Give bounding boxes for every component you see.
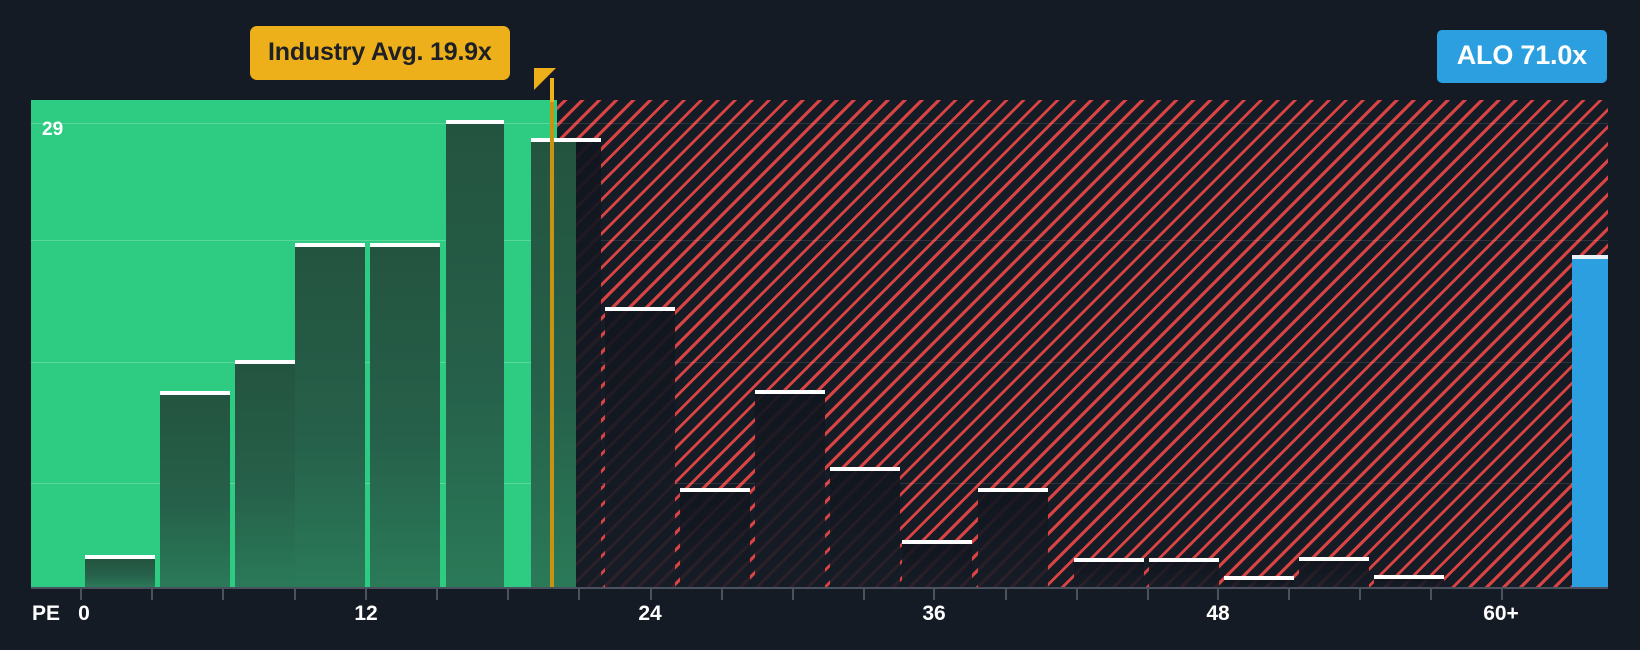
x-axis-tick — [1430, 589, 1432, 600]
x-axis-tick-label-12: 12 — [354, 602, 378, 625]
x-axis-tick — [80, 589, 82, 600]
bar-pe-39-42[interactable] — [978, 488, 1048, 587]
bar-pe-12-15[interactable] — [370, 243, 440, 587]
x-axis-line — [31, 587, 1608, 589]
plot-area — [31, 100, 1608, 587]
x-axis-tick — [650, 589, 652, 600]
bar-pe-60-plus-alo[interactable] — [1572, 255, 1608, 587]
bar-pe-21-24[interactable] — [576, 138, 601, 587]
bar-pe-3-6[interactable] — [160, 391, 230, 587]
bar-pe-54-57[interactable] — [1374, 575, 1444, 587]
x-axis-tick-label-60: 60+ — [1483, 602, 1519, 625]
x-axis-tick — [792, 589, 794, 600]
bar-pe-15-18[interactable] — [446, 120, 504, 587]
x-axis-prefix-label: PE — [32, 602, 61, 625]
x-axis-tick — [1005, 589, 1007, 600]
x-axis-tick — [578, 589, 580, 600]
x-axis-tick — [863, 589, 865, 600]
bar-pe-45-48[interactable] — [1149, 558, 1219, 587]
x-axis-tick — [1147, 589, 1149, 600]
bar-pe-30-33[interactable] — [755, 390, 825, 587]
x-axis-tick — [1288, 589, 1290, 600]
x-axis-tick-label-48: 48 — [1206, 602, 1230, 625]
company-pe-badge[interactable]: ALO 71.0x — [1436, 30, 1607, 83]
bar-pe-0-3[interactable] — [85, 555, 155, 587]
bar-pe-9-12[interactable] — [295, 243, 365, 587]
bar-pe-33-36[interactable] — [830, 467, 900, 587]
bar-pe-36-39[interactable] — [902, 540, 972, 587]
bar-pe-51-54[interactable] — [1299, 557, 1369, 587]
x-axis-tick-label-24: 24 — [638, 602, 662, 625]
industry-average-line — [550, 100, 554, 587]
industry-average-callout-tail — [534, 68, 556, 90]
bar-pe-24-27[interactable] — [605, 307, 675, 587]
x-axis-tick — [1217, 589, 1219, 600]
x-axis-tick — [1076, 589, 1078, 600]
x-axis-tick — [721, 589, 723, 600]
x-axis-tick-label-36: 36 — [922, 602, 946, 625]
industry-average-stem — [550, 78, 554, 102]
x-axis-tick — [933, 589, 935, 600]
x-axis-tick — [507, 589, 509, 600]
bar-pe-27-30[interactable] — [680, 488, 750, 587]
bar-pe-6-9[interactable] — [235, 360, 305, 587]
bar-pe-48-51[interactable] — [1224, 576, 1294, 587]
x-axis-tick — [365, 589, 367, 600]
x-axis-tick — [151, 589, 153, 600]
bar-pe-42-45[interactable] — [1074, 558, 1144, 587]
x-axis-tick — [1359, 589, 1361, 600]
x-axis-tick-label-0: 0 — [78, 602, 90, 625]
x-axis-tick — [294, 589, 296, 600]
y-axis-max-label: 29 — [42, 119, 64, 140]
x-axis-tick — [436, 589, 438, 600]
industry-average-callout[interactable]: Industry Avg. 19.9x — [250, 26, 510, 80]
x-axis-tick — [1501, 589, 1503, 600]
x-axis-tick — [222, 589, 224, 600]
